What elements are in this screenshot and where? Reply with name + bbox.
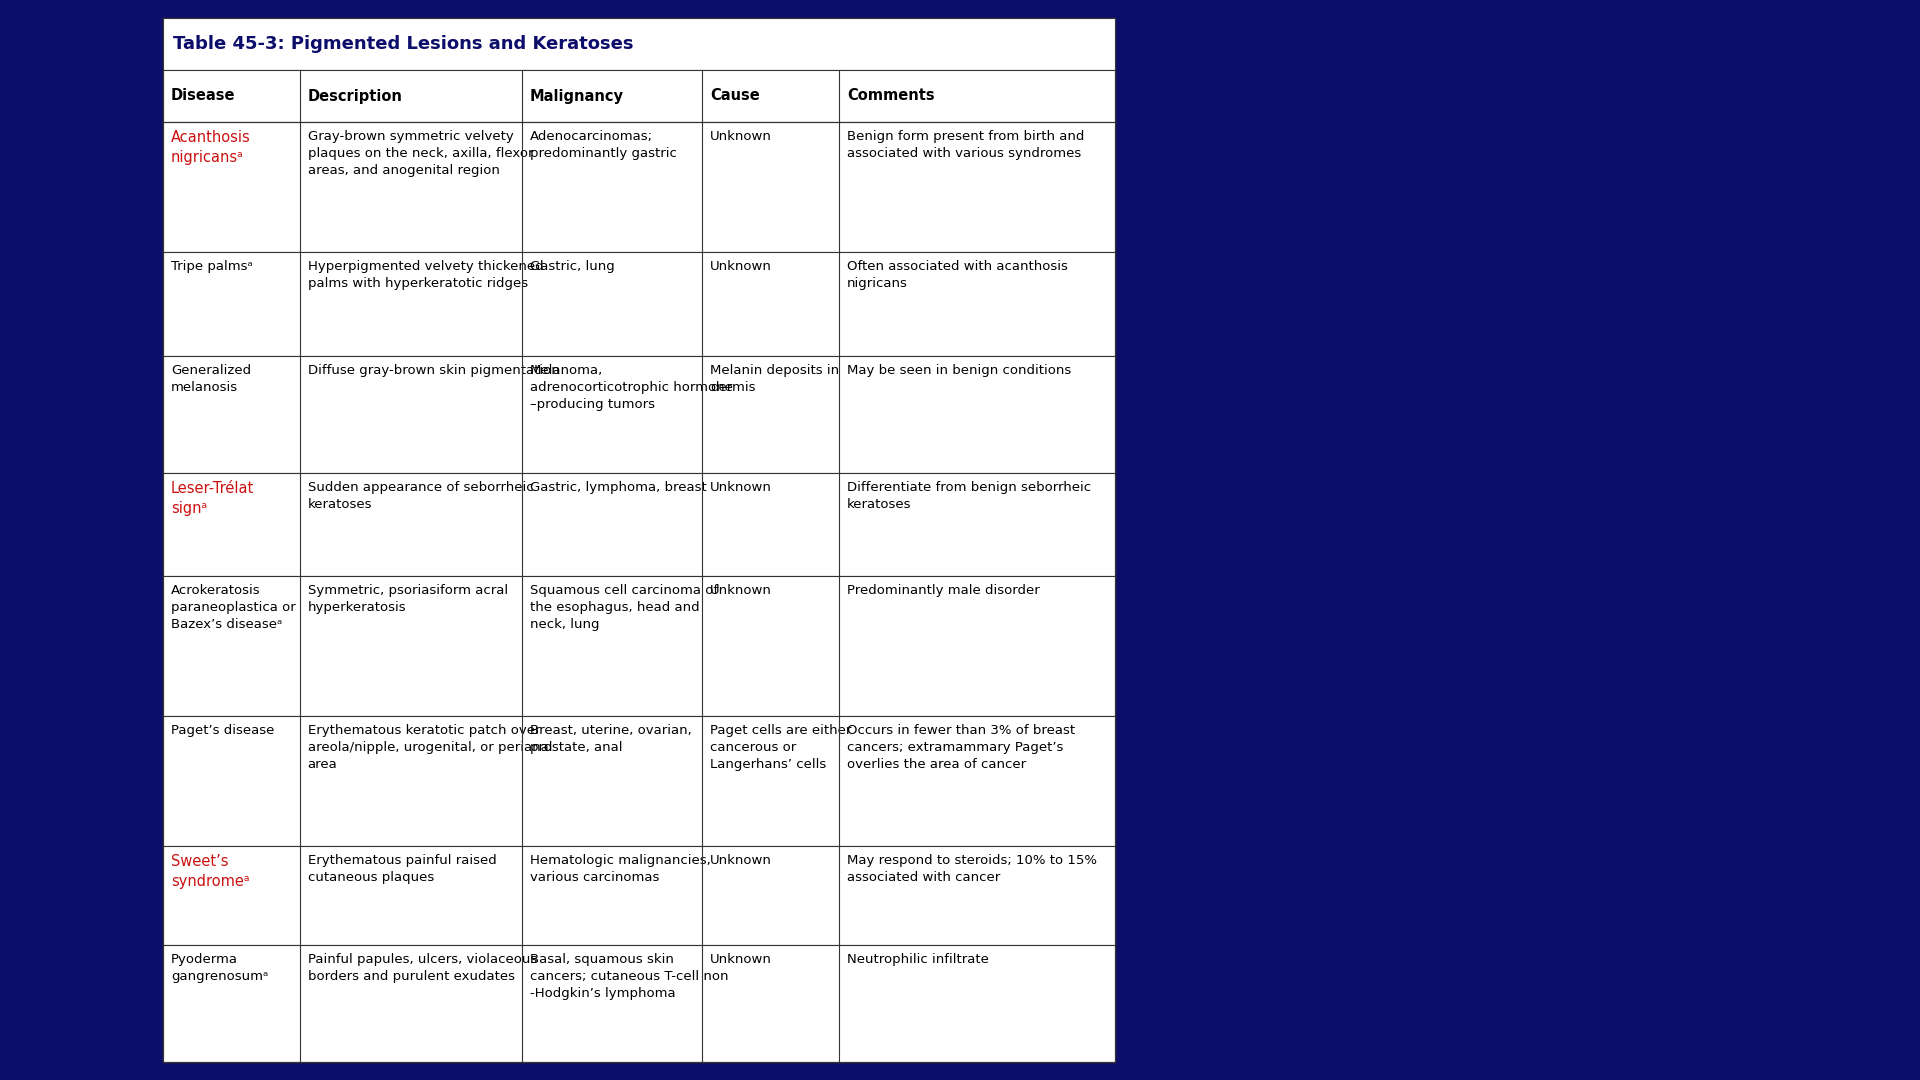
- Text: Gastric, lung: Gastric, lung: [530, 260, 614, 273]
- Text: Table 45-3: Pigmented Lesions and Keratoses: Table 45-3: Pigmented Lesions and Kerato…: [173, 35, 634, 53]
- Bar: [163, 716, 1116, 846]
- Text: Sudden appearance of seborrheic
keratoses: Sudden appearance of seborrheic keratose…: [307, 481, 534, 511]
- Text: Diffuse gray-brown skin pigmentation: Diffuse gray-brown skin pigmentation: [307, 364, 559, 377]
- Text: Cause: Cause: [710, 89, 760, 104]
- Bar: [163, 122, 1116, 253]
- Bar: [163, 577, 1116, 716]
- Text: Leser-Trélat
signᵃ: Leser-Trélat signᵃ: [171, 481, 253, 515]
- Text: Acanthosis
nigricansᵃ: Acanthosis nigricansᵃ: [171, 130, 252, 165]
- Text: Erythematous painful raised
cutaneous plaques: Erythematous painful raised cutaneous pl…: [307, 854, 497, 885]
- Bar: [163, 253, 1116, 356]
- Text: Erythematous keratotic patch over
areola/nipple, urogenital, or perianal
area: Erythematous keratotic patch over areola…: [307, 724, 553, 771]
- Text: Melanoma,
adrenocorticotrophic hormone
–producing tumors: Melanoma, adrenocorticotrophic hormone –…: [530, 364, 733, 410]
- Bar: [163, 846, 1116, 945]
- Text: Tripe palmsᵃ: Tripe palmsᵃ: [171, 260, 253, 273]
- Text: Hematologic malignancies,
various carcinomas: Hematologic malignancies, various carcin…: [530, 854, 710, 885]
- Bar: [163, 18, 1116, 1062]
- Text: Hyperpigmented velvety thickened
palms with hyperkeratotic ridges: Hyperpigmented velvety thickened palms w…: [307, 260, 543, 291]
- Text: Symmetric, psoriasiform acral
hyperkeratosis: Symmetric, psoriasiform acral hyperkerat…: [307, 584, 507, 615]
- Text: Melanin deposits in
dermis: Melanin deposits in dermis: [710, 364, 839, 394]
- Text: Squamous cell carcinoma of
the esophagus, head and
neck, lung: Squamous cell carcinoma of the esophagus…: [530, 584, 718, 631]
- Text: Painful papules, ulcers, violaceous
borders and purulent exudates: Painful papules, ulcers, violaceous bord…: [307, 953, 538, 983]
- Text: Description: Description: [307, 89, 403, 104]
- Text: Basal, squamous skin
cancers; cutaneous T-cell non
-Hodgkin’s lymphoma: Basal, squamous skin cancers; cutaneous …: [530, 953, 728, 1000]
- Text: Sweet’s
syndromeᵃ: Sweet’s syndromeᵃ: [171, 854, 250, 889]
- Text: Gray-brown symmetric velvety
plaques on the neck, axilla, flexor
areas, and anog: Gray-brown symmetric velvety plaques on …: [307, 130, 534, 177]
- Text: May be seen in benign conditions: May be seen in benign conditions: [847, 364, 1071, 377]
- Text: Unknown: Unknown: [710, 953, 772, 967]
- Text: Often associated with acanthosis
nigricans: Often associated with acanthosis nigrica…: [847, 260, 1068, 291]
- Text: Generalized
melanosis: Generalized melanosis: [171, 364, 252, 394]
- Text: May respond to steroids; 10% to 15%
associated with cancer: May respond to steroids; 10% to 15% asso…: [847, 854, 1096, 885]
- Text: Gastric, lymphoma, breast: Gastric, lymphoma, breast: [530, 481, 707, 494]
- Bar: [163, 356, 1116, 473]
- Text: Neutrophilic infiltrate: Neutrophilic infiltrate: [847, 953, 989, 967]
- Text: Breast, uterine, ovarian,
prostate, anal: Breast, uterine, ovarian, prostate, anal: [530, 724, 691, 754]
- Text: Disease: Disease: [171, 89, 236, 104]
- Text: Comments: Comments: [847, 89, 935, 104]
- Text: Differentiate from benign seborrheic
keratoses: Differentiate from benign seborrheic ker…: [847, 481, 1091, 511]
- Text: Malignancy: Malignancy: [530, 89, 624, 104]
- Text: Unknown: Unknown: [710, 584, 772, 597]
- Text: Unknown: Unknown: [710, 260, 772, 273]
- Text: Unknown: Unknown: [710, 130, 772, 143]
- Text: Pyoderma
gangrenosumᵃ: Pyoderma gangrenosumᵃ: [171, 953, 269, 983]
- Bar: [163, 18, 1116, 70]
- Text: Unknown: Unknown: [710, 481, 772, 494]
- Bar: [163, 473, 1116, 577]
- Text: Predominantly male disorder: Predominantly male disorder: [847, 584, 1039, 597]
- Text: Unknown: Unknown: [710, 854, 772, 867]
- Text: Occurs in fewer than 3% of breast
cancers; extramammary Paget’s
overlies the are: Occurs in fewer than 3% of breast cancer…: [847, 724, 1075, 771]
- Bar: [163, 945, 1116, 1062]
- Bar: [163, 70, 1116, 122]
- Text: Adenocarcinomas;
predominantly gastric: Adenocarcinomas; predominantly gastric: [530, 130, 676, 160]
- Text: Paget’s disease: Paget’s disease: [171, 724, 275, 737]
- Text: Acrokeratosis
paraneoplastica or
Bazex’s diseaseᵃ: Acrokeratosis paraneoplastica or Bazex’s…: [171, 584, 296, 631]
- Text: Benign form present from birth and
associated with various syndromes: Benign form present from birth and assoc…: [847, 130, 1085, 160]
- Text: Paget cells are either
cancerous or
Langerhans’ cells: Paget cells are either cancerous or Lang…: [710, 724, 852, 771]
